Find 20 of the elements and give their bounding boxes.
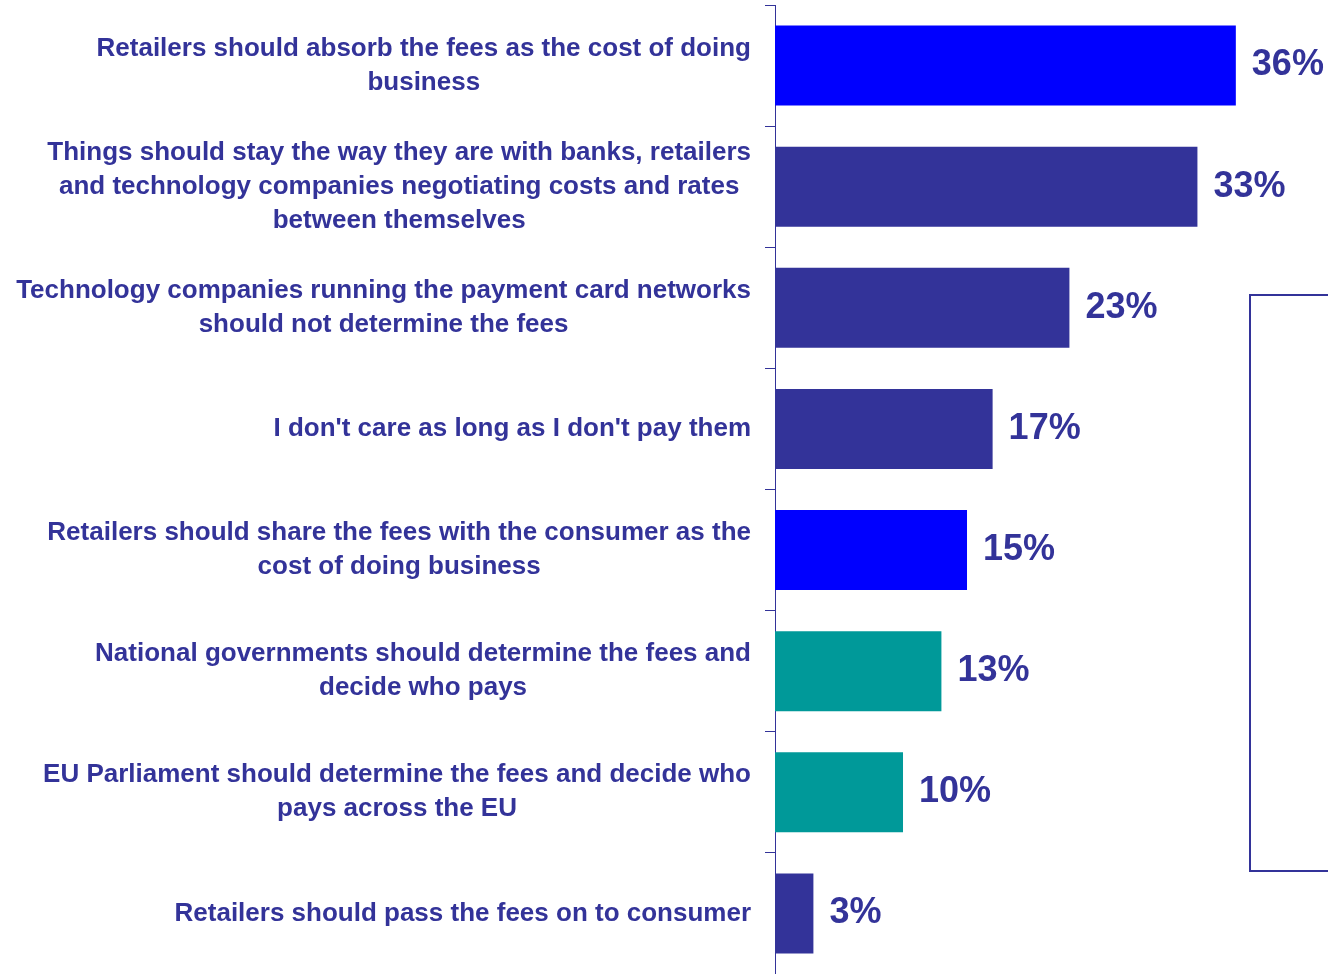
y-tick-label: Technology companies running the payment card networks should not determine the fees <box>16 273 751 338</box>
y-tick-label: EU Parliament should determine the fees and decide who pays across the EU <box>43 758 752 823</box>
bar <box>775 752 904 833</box>
y-tick-label: Retailers should share the fees with the consumer as the cost of doing business <box>47 516 751 581</box>
y-tick-label: Retailers should absorb the fees as the cost of doing business <box>96 31 752 96</box>
y-tick-label: I don't care as long as I don't pay them <box>273 412 751 443</box>
bar <box>775 510 968 591</box>
bar <box>775 631 942 712</box>
data-label: 17% <box>1008 405 1081 447</box>
data-label: 10% <box>919 769 992 811</box>
data-label: 33% <box>1213 163 1286 205</box>
y-tick-label: National governments should determine the fees and decide who pays <box>95 637 751 702</box>
y-tick-label: Retailers should pass the fees on to consumer <box>174 896 751 927</box>
data-label: 15% <box>983 526 1056 568</box>
data-label: 23% <box>1085 284 1158 326</box>
data-label: 13% <box>957 648 1030 690</box>
data-label: 3% <box>829 890 882 932</box>
bar <box>775 25 1236 106</box>
y-tick-label: Things should stay the way they are with banks, retailers and technology companies negotiating costs and rates between themselves <box>47 135 751 234</box>
data-label: 36% <box>1251 42 1324 84</box>
